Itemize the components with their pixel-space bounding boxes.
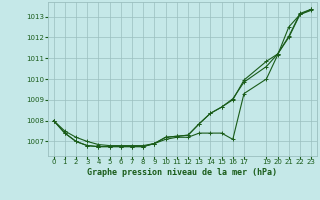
X-axis label: Graphe pression niveau de la mer (hPa): Graphe pression niveau de la mer (hPa) <box>87 168 277 177</box>
